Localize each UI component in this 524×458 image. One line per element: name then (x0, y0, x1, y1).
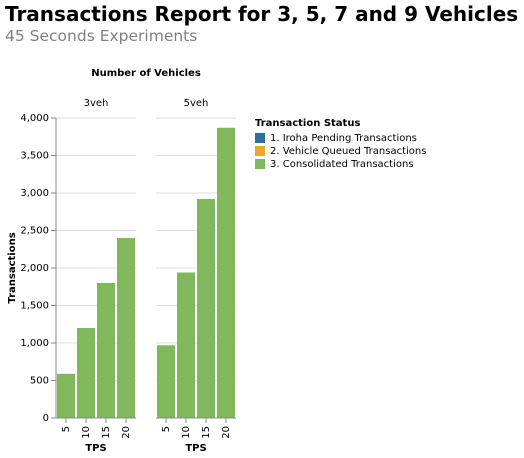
legend-label: 2. Vehicle Queued Transactions (270, 146, 426, 157)
y-axis-title: Transactions (7, 232, 18, 303)
y-tick-label: 0 (43, 413, 49, 424)
bar (57, 373, 75, 418)
x-axis-title: TPS (85, 443, 106, 454)
y-tick-label: 500 (30, 376, 49, 387)
y-tick-label: 3,000 (20, 188, 49, 199)
y-tick-label: 2,500 (20, 226, 49, 237)
y-tick-label: 1,500 (20, 301, 49, 312)
x-tick-label: 5 (61, 426, 72, 432)
y-tick-label: 1,000 (20, 338, 49, 349)
x-tick-label: 5 (161, 426, 172, 432)
x-tick-label: 10 (81, 426, 92, 439)
x-tick-label: 20 (121, 426, 132, 439)
chart-subtitle: 45 Seconds Experiments (5, 27, 198, 45)
facet-label: 5veh (184, 98, 209, 109)
bar (157, 345, 175, 418)
x-axis-title: TPS (185, 443, 206, 454)
bar (97, 283, 115, 418)
x-tick-label: 20 (221, 426, 232, 439)
legend-swatch (255, 133, 265, 143)
x-tick-label: 10 (181, 426, 192, 439)
x-tick-label: 15 (201, 426, 212, 439)
x-tick-label: 15 (101, 426, 112, 439)
y-tick-label: 2,000 (20, 263, 49, 274)
bar (117, 238, 135, 418)
bar (177, 272, 195, 418)
legend-label: 3. Consolidated Transactions (270, 159, 414, 170)
facet-header-title: Number of Vehicles (91, 68, 201, 79)
y-tick-label: 3,500 (20, 151, 49, 162)
legend-label: 1. Iroha Pending Transactions (270, 133, 417, 144)
facet-label: 3veh (84, 98, 109, 109)
bar (77, 328, 95, 418)
y-tick-label: 4,000 (20, 113, 49, 124)
chart-title: Transactions Report for 3, 5, 7 and 9 Ve… (5, 2, 519, 26)
bar (197, 199, 215, 418)
legend-title: Transaction Status (255, 118, 360, 129)
legend-swatch (255, 159, 265, 169)
bar (217, 127, 235, 418)
legend-swatch (255, 146, 265, 156)
